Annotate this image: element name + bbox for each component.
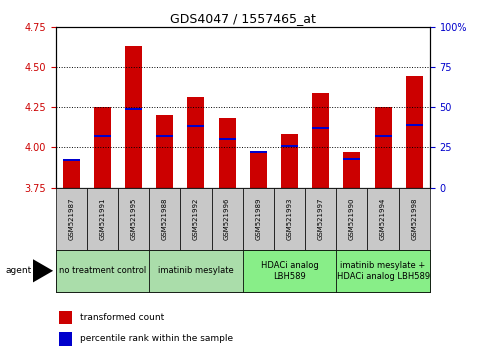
Bar [180, 188, 212, 250]
Bar [125, 46, 142, 188]
Text: GSM521996: GSM521996 [224, 197, 230, 240]
Text: GSM521994: GSM521994 [380, 198, 386, 240]
Bar [63, 159, 80, 188]
Bar [187, 125, 204, 127]
Bar [343, 158, 360, 160]
Text: HDACi analog
LBH589: HDACi analog LBH589 [261, 261, 318, 280]
Bar [336, 188, 368, 250]
Bar [94, 135, 111, 137]
Polygon shape [33, 259, 53, 282]
Bar [312, 127, 329, 129]
Text: percentile rank within the sample: percentile rank within the sample [80, 335, 233, 343]
Bar [374, 135, 392, 137]
Title: GDS4047 / 1557465_at: GDS4047 / 1557465_at [170, 12, 316, 25]
Text: GSM521991: GSM521991 [99, 197, 105, 240]
Bar [250, 151, 267, 153]
Bar [94, 107, 111, 188]
Text: GSM521992: GSM521992 [193, 198, 199, 240]
Bar [218, 138, 236, 140]
Bar [156, 135, 173, 137]
Text: GSM521993: GSM521993 [286, 197, 293, 240]
Bar [343, 152, 360, 188]
Bar [56, 250, 149, 292]
Bar [406, 76, 423, 188]
Bar [305, 188, 336, 250]
Bar [125, 108, 142, 110]
Text: GSM521989: GSM521989 [256, 197, 261, 240]
Bar [156, 115, 173, 188]
Bar [87, 188, 118, 250]
Bar [187, 97, 204, 188]
Bar [368, 188, 398, 250]
Bar [63, 159, 80, 161]
Bar [398, 188, 430, 250]
Text: GSM521998: GSM521998 [411, 197, 417, 240]
Bar [59, 311, 72, 324]
Bar [149, 188, 180, 250]
Text: no treatment control: no treatment control [59, 266, 146, 275]
Text: GSM521988: GSM521988 [162, 197, 168, 240]
Bar [250, 152, 267, 188]
Text: imatinib mesylate +
HDACi analog LBH589: imatinib mesylate + HDACi analog LBH589 [337, 261, 430, 280]
Bar [218, 118, 236, 188]
Bar [281, 135, 298, 188]
Bar [312, 93, 329, 188]
Bar [274, 188, 305, 250]
Text: agent: agent [6, 266, 32, 275]
Bar [406, 124, 423, 126]
Text: imatinib mesylate: imatinib mesylate [158, 266, 234, 275]
Bar [149, 250, 242, 292]
Bar [118, 188, 149, 250]
Bar [242, 250, 336, 292]
Bar [242, 188, 274, 250]
Text: GSM521997: GSM521997 [318, 197, 324, 240]
Text: GSM521987: GSM521987 [68, 197, 74, 240]
Bar [281, 145, 298, 147]
Text: GSM521995: GSM521995 [130, 198, 137, 240]
Bar [59, 332, 72, 346]
Bar [212, 188, 242, 250]
Bar [56, 188, 87, 250]
Text: GSM521990: GSM521990 [349, 197, 355, 240]
Bar [336, 250, 430, 292]
Text: transformed count: transformed count [80, 313, 164, 322]
Bar [374, 107, 392, 188]
